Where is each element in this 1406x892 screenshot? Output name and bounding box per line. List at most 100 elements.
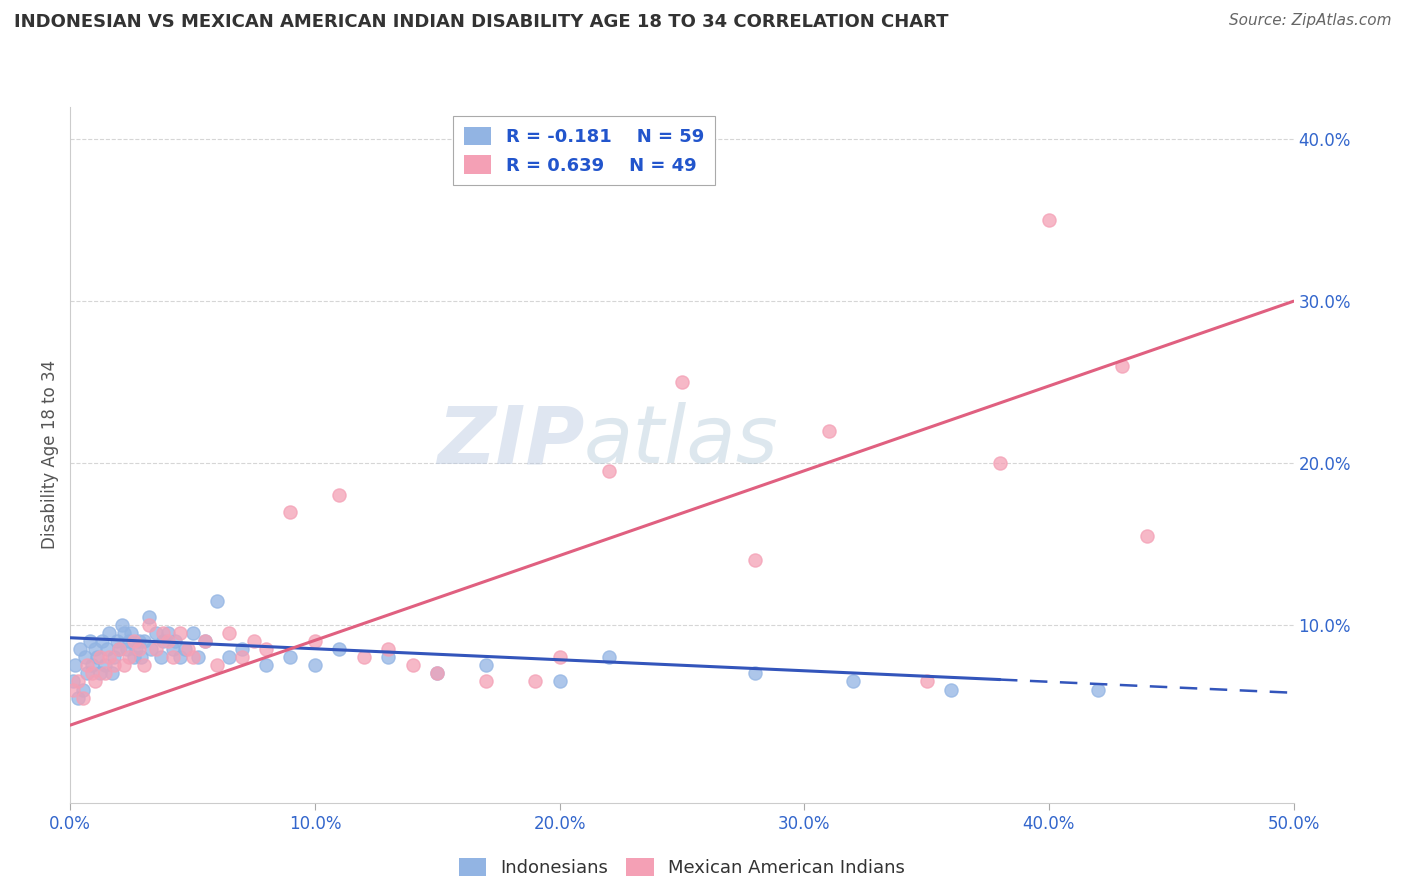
Point	[842, 674, 865, 689]
Point	[353, 650, 375, 665]
Point	[152, 634, 174, 648]
Point	[988, 456, 1011, 470]
Point	[548, 674, 571, 689]
Point	[186, 650, 208, 665]
Point	[79, 634, 101, 648]
Point	[169, 626, 191, 640]
Point	[89, 650, 111, 665]
Point	[1087, 682, 1109, 697]
Point	[548, 650, 571, 665]
Point	[426, 666, 449, 681]
Point	[254, 658, 277, 673]
Point	[132, 634, 155, 648]
Point	[125, 642, 148, 657]
Point	[475, 658, 498, 673]
Point	[254, 642, 277, 657]
Point	[328, 488, 350, 502]
Point	[162, 642, 184, 657]
Point	[280, 650, 302, 665]
Point	[73, 650, 96, 665]
Point	[205, 658, 228, 673]
Point	[66, 690, 89, 705]
Point	[83, 674, 105, 689]
Point	[817, 424, 839, 438]
Text: INDONESIAN VS MEXICAN AMERICAN INDIAN DISABILITY AGE 18 TO 34 CORRELATION CHART: INDONESIAN VS MEXICAN AMERICAN INDIAN DI…	[14, 13, 949, 31]
Point	[231, 650, 253, 665]
Point	[111, 617, 134, 632]
Point	[402, 658, 425, 673]
Point	[66, 674, 89, 689]
Point	[108, 642, 131, 657]
Point	[122, 650, 145, 665]
Point	[377, 642, 399, 657]
Point	[181, 650, 204, 665]
Point	[744, 666, 766, 681]
Point	[328, 642, 350, 657]
Point	[152, 626, 174, 640]
Point	[93, 658, 115, 673]
Point	[105, 634, 128, 648]
Point	[96, 642, 118, 657]
Point	[205, 593, 228, 607]
Text: Source: ZipAtlas.com: Source: ZipAtlas.com	[1229, 13, 1392, 29]
Point	[93, 666, 115, 681]
Point	[101, 666, 124, 681]
Point	[63, 658, 86, 673]
Point	[1038, 213, 1060, 227]
Point	[145, 642, 167, 657]
Point	[121, 626, 143, 640]
Point	[744, 553, 766, 567]
Point	[98, 626, 121, 640]
Point	[426, 666, 449, 681]
Point	[103, 658, 125, 673]
Point	[108, 642, 131, 657]
Point	[129, 650, 152, 665]
Point	[194, 634, 217, 648]
Point	[91, 634, 114, 648]
Point	[72, 690, 94, 705]
Text: ZIP: ZIP	[437, 402, 583, 480]
Point	[138, 609, 160, 624]
Point	[194, 634, 217, 648]
Point	[118, 650, 141, 665]
Legend: Indonesians, Mexican American Indians: Indonesians, Mexican American Indians	[451, 850, 912, 884]
Point	[218, 626, 240, 640]
Point	[72, 682, 94, 697]
Point	[76, 666, 98, 681]
Point	[89, 666, 111, 681]
Point	[174, 642, 197, 657]
Point	[157, 626, 180, 640]
Point	[1111, 359, 1133, 373]
Point	[149, 650, 172, 665]
Point	[915, 674, 938, 689]
Point	[128, 634, 150, 648]
Point	[475, 674, 498, 689]
Point	[62, 682, 84, 697]
Point	[280, 504, 302, 518]
Point	[132, 658, 155, 673]
Point	[82, 666, 104, 681]
Point	[231, 642, 253, 657]
Point	[138, 617, 160, 632]
Point	[112, 658, 135, 673]
Text: atlas: atlas	[583, 402, 779, 480]
Point	[304, 658, 326, 673]
Point	[82, 658, 104, 673]
Point	[83, 642, 105, 657]
Point	[218, 650, 240, 665]
Point	[118, 634, 141, 648]
Point	[145, 626, 167, 640]
Point	[157, 634, 180, 648]
Point	[598, 650, 620, 665]
Point	[304, 634, 326, 648]
Point	[243, 634, 266, 648]
Point	[62, 674, 84, 689]
Point	[671, 375, 693, 389]
Point	[115, 642, 138, 657]
Point	[103, 650, 125, 665]
Point	[939, 682, 962, 697]
Point	[1136, 529, 1159, 543]
Point	[162, 650, 184, 665]
Point	[598, 464, 620, 478]
Y-axis label: Disability Age 18 to 34: Disability Age 18 to 34	[41, 360, 59, 549]
